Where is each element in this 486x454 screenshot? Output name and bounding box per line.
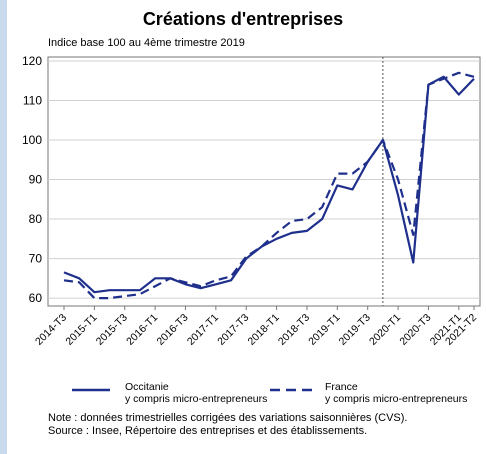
plot-frame (47, 56, 481, 307)
footnote: Note : données trimestrielles corrigées … (48, 412, 478, 438)
y-tick-label-80: 80 (29, 212, 43, 226)
x-tick-label-2014-T3: 2014-T3 (33, 312, 69, 348)
x-tick-label-2017-T1: 2017-T1 (185, 312, 221, 348)
y-tick-label-100: 100 (22, 133, 42, 147)
y-tick-label-60: 60 (29, 291, 43, 305)
x-tick-label-2017-T3: 2017-T3 (215, 312, 251, 348)
left-accent-band (0, 0, 7, 454)
x-tick-label-2020-T1: 2020-T1 (367, 312, 403, 348)
y-tick-label-70: 70 (29, 252, 43, 266)
note-text: Note : données trimestrielles corrigées … (48, 412, 408, 424)
series-line-0 (63, 75, 475, 294)
x-tick-label-2016-T1: 2016-T1 (124, 312, 160, 348)
series-line-1 (63, 71, 475, 300)
legend-swatch-solid (72, 388, 110, 392)
y-tick-label-120: 120 (22, 54, 42, 68)
x-tick-label-2016-T3: 2016-T3 (154, 312, 190, 348)
x-tick-label-2015-T3: 2015-T3 (94, 312, 130, 348)
legend-swatch-dashed (270, 388, 316, 392)
x-tick-label-2018-T3: 2018-T3 (276, 312, 312, 348)
chart-title: Créations d'entreprises (142, 9, 344, 29)
legend-label-occitanie: Occitanie y compris micro-entrepreneurs (125, 381, 268, 405)
x-tick-label-2019-T1: 2019-T1 (306, 312, 342, 348)
legend-label-france: France y compris micro-entrepreneurs (325, 381, 468, 405)
x-tick-label-2020-T3: 2020-T3 (397, 312, 433, 348)
x-tick-label-2018-T1: 2018-T1 (246, 312, 282, 348)
x-tick-label-2019-T3: 2019-T3 (337, 312, 373, 348)
y-axis-label: Indice base 100 au 4ème trimestre 2019 (48, 37, 245, 49)
y-tick-label-110: 110 (23, 93, 42, 107)
source-text: Source : Insee, Répertoire des entrepris… (48, 425, 368, 437)
y-tick-label-90: 90 (29, 173, 43, 187)
x-tick-label-2015-T1: 2015-T1 (63, 312, 99, 348)
